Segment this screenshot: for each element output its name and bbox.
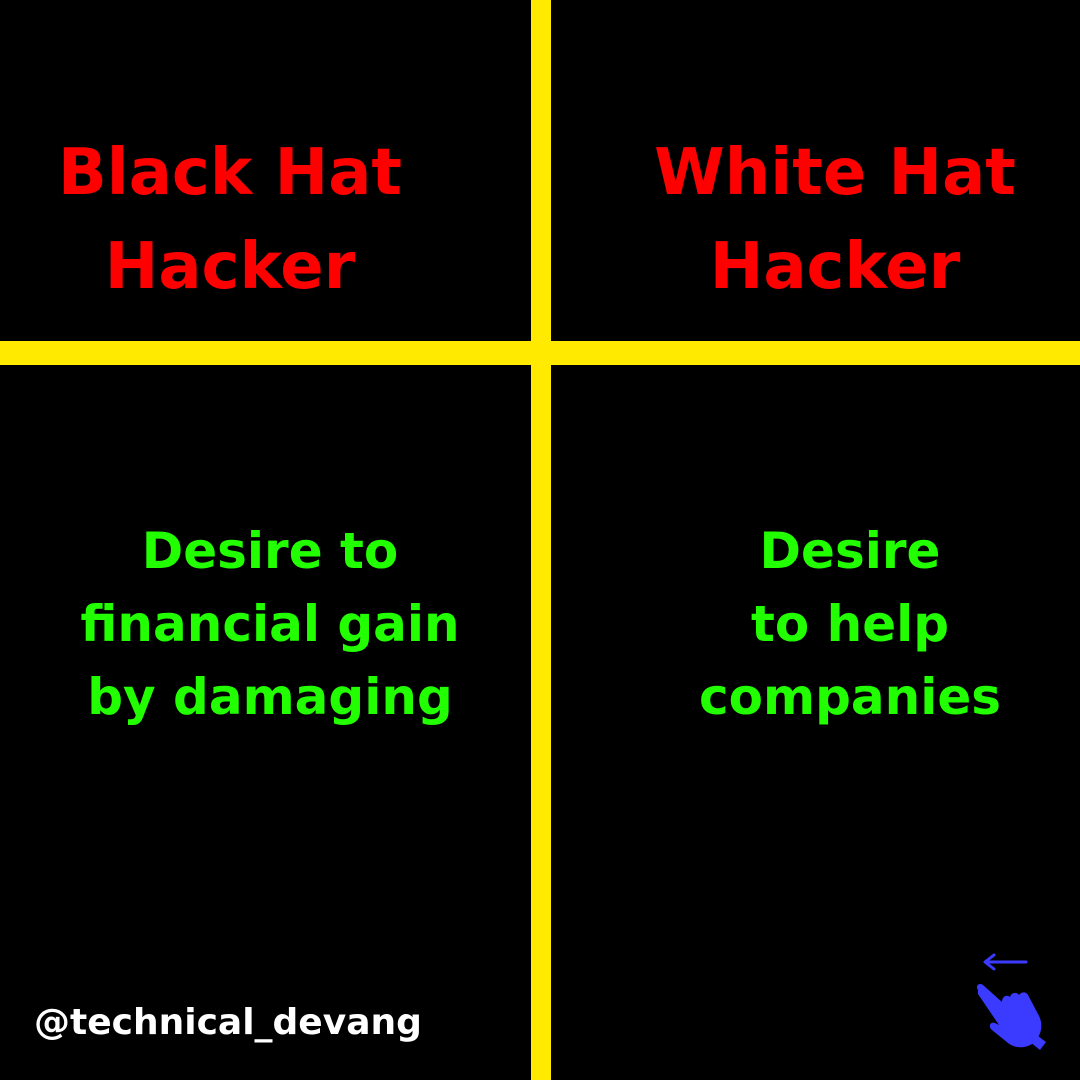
description-line: by damaging <box>87 668 453 726</box>
heading-line: Black Hat <box>57 136 403 210</box>
swipe-left-hand-icon <box>976 953 1046 1050</box>
white-hat-description: Desire to help companies <box>650 515 1050 734</box>
black-hat-heading: Black Hat Hacker <box>20 126 440 314</box>
horizontal-divider <box>0 341 1080 365</box>
heading-line: Hacker <box>709 230 961 304</box>
white-hat-heading: White Hat Hacker <box>620 126 1050 314</box>
pointing-hand-icon <box>976 983 1046 1050</box>
black-hat-description: Desire to financial gain by damaging <box>40 515 500 734</box>
heading-line: Hacker <box>104 230 356 304</box>
account-handle: @technical_devang <box>34 1002 422 1043</box>
description-line: Desire <box>759 522 941 580</box>
description-line: companies <box>698 668 1002 726</box>
description-line: to help <box>750 595 950 653</box>
description-line: financial gain <box>80 595 460 653</box>
description-line: Desire to <box>141 522 399 580</box>
heading-line: White Hat <box>654 136 1016 210</box>
vertical-divider <box>531 0 551 1080</box>
left-arrow-icon <box>983 953 1028 971</box>
